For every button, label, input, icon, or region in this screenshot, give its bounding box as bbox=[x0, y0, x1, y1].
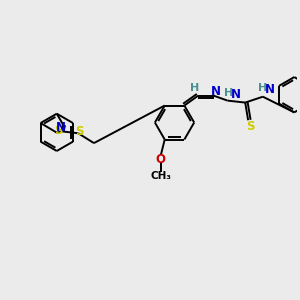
Text: S: S bbox=[54, 124, 62, 137]
Text: S: S bbox=[75, 125, 83, 138]
Text: H: H bbox=[258, 83, 268, 93]
Text: S: S bbox=[246, 120, 254, 133]
Text: O: O bbox=[156, 153, 166, 166]
Text: N: N bbox=[211, 85, 221, 98]
Text: CH₃: CH₃ bbox=[150, 171, 171, 181]
Text: N: N bbox=[230, 88, 240, 101]
Text: H: H bbox=[224, 88, 233, 98]
Text: N: N bbox=[265, 83, 275, 96]
Text: N: N bbox=[56, 121, 66, 134]
Text: H: H bbox=[190, 83, 199, 93]
